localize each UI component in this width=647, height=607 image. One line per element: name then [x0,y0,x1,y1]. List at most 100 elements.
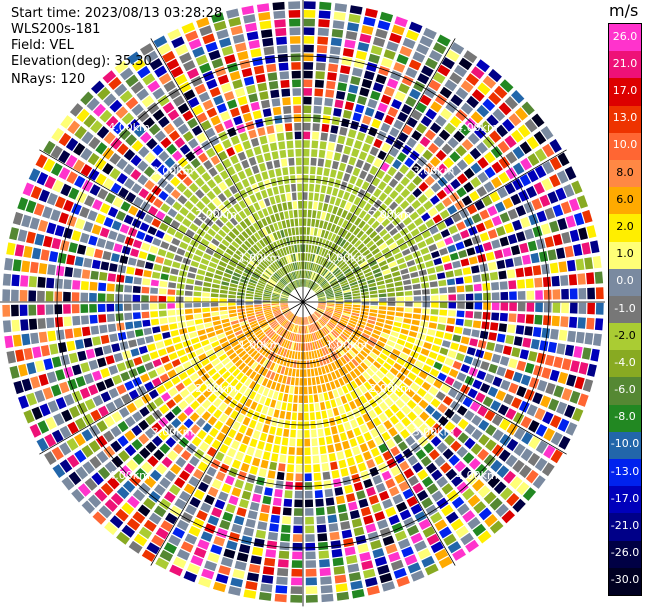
range-gate [469,401,481,412]
range-gate [366,275,374,281]
range-gate [330,233,337,242]
range-gate [457,432,469,444]
range-gate [402,323,411,330]
range-gate [330,342,337,350]
range-gate [274,489,283,498]
range-gate [205,271,214,278]
range-gate [318,393,324,402]
range-gate [339,432,348,442]
range-gate [403,318,412,324]
range-gate [344,306,352,310]
range-gate [498,102,512,116]
range-gate [506,438,519,452]
range-gate [298,325,301,334]
range-gate [197,212,207,221]
range-gate [425,335,434,343]
range-gate [79,232,90,244]
range-gate [73,142,86,156]
range-gate [407,411,417,422]
range-gate [306,360,310,369]
range-gate [381,142,391,153]
range-gate [344,232,352,240]
colorbar-tick-label: -17.0 [610,491,640,505]
range-gate [294,351,298,360]
range-gate [164,157,176,168]
range-gate [264,116,273,126]
range-gate [255,313,264,317]
range-gate [292,368,296,377]
range-gate [341,154,349,164]
range-gate [359,314,368,319]
range-gate [447,244,457,253]
range-gate [319,348,324,357]
range-gate [541,462,555,477]
range-gate [363,431,373,442]
range-gate [149,58,163,71]
range-gate [369,309,378,313]
range-gate [271,98,281,107]
range-gate [394,252,403,260]
range-gate [335,583,348,593]
range-gate [434,455,446,467]
range-gate [401,546,414,558]
range-gate [396,297,404,302]
range-gate [441,504,454,517]
range-gate [259,346,266,354]
range-gate [347,129,357,139]
range-gate [303,62,314,70]
range-gate [315,376,321,385]
range-gate [313,228,318,236]
range-gate [431,469,443,481]
range-gate [437,323,446,331]
range-gate [284,310,291,316]
range-gate [359,123,369,133]
range-gate [258,333,266,341]
range-gate [322,283,330,289]
range-gate [336,259,344,267]
colorbar [608,23,642,596]
range-gate [166,143,178,155]
range-gate [334,289,342,294]
range-gate [116,158,128,170]
range-gate [581,347,592,360]
range-gate [231,174,240,184]
range-gate [73,159,85,173]
range-gate [329,196,336,205]
range-gate [360,233,368,242]
range-gate [412,462,424,473]
range-gate [386,357,395,366]
range-gate [290,53,301,62]
range-gate [286,358,291,367]
range-gate [314,312,320,318]
range-gate [311,351,315,359]
range-gate [364,8,378,18]
range-gate [314,368,319,376]
range-gate [350,120,360,130]
range-gate [328,453,337,462]
colorbar-segment [609,159,641,189]
range-gate [226,8,240,19]
range-gate [156,384,167,395]
range-gate [297,244,300,253]
range-gate [388,486,400,497]
range-gate [238,285,247,290]
range-gate [260,323,269,329]
range-gate [166,226,177,236]
range-gate [387,302,396,306]
range-gate [391,247,401,255]
range-gate [80,164,93,177]
range-gate [531,113,545,128]
range-gate [311,314,317,321]
range-gate [80,362,90,373]
range-gate [132,58,146,72]
range-gate [210,302,219,307]
range-gate [252,546,264,556]
range-gate [40,345,50,357]
range-gate [170,329,179,337]
range-gate [389,415,399,425]
range-gate [172,527,185,539]
range-gate [303,88,313,96]
range-gate [463,355,474,365]
range-gate [317,158,325,167]
range-gate [190,400,200,410]
